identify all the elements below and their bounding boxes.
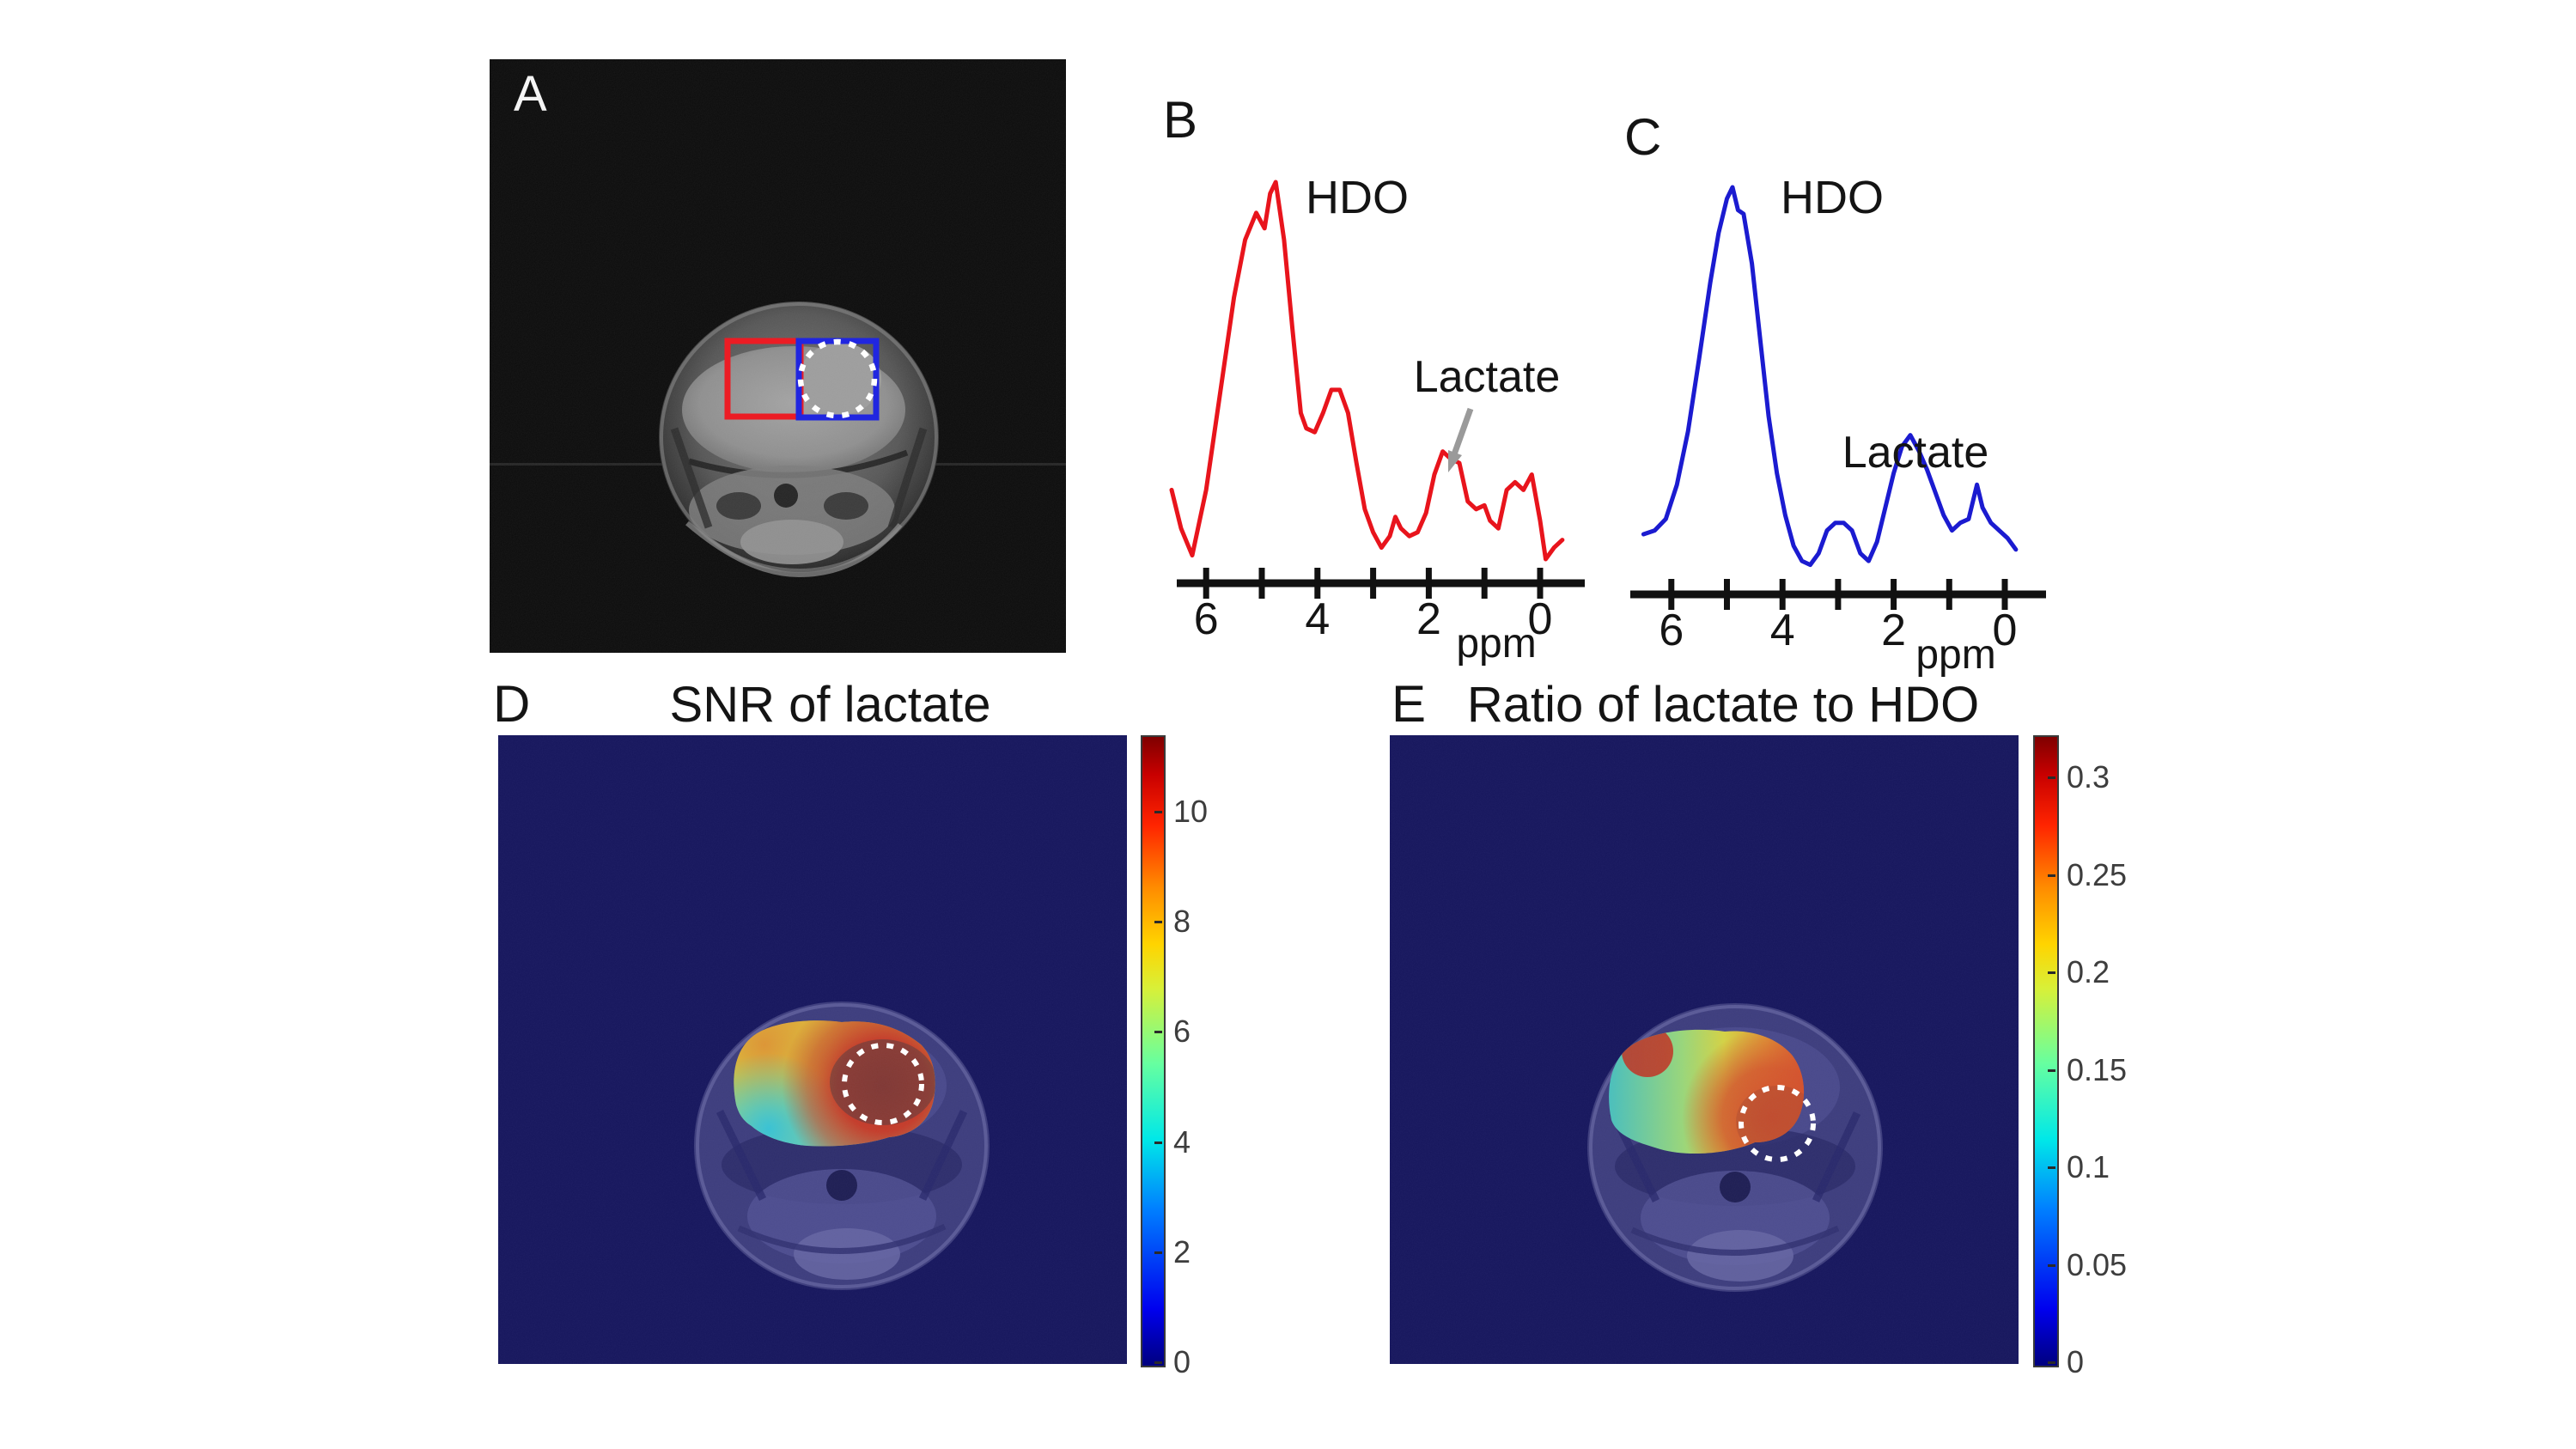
colorbar-tick-label: 0 [1173,1344,1191,1379]
lactate-annotation-c: Lactate [1842,428,1989,478]
x-tick-label: 2 [1881,606,1906,655]
panel-b-spectrum: B 6 4 2 0 ppm HDO Lactate [1163,91,1585,667]
colorbar-ratio [2033,735,2059,1367]
spectrum-c-curve [1641,185,2019,568]
colorbar-tick-label: 0.2 [2067,954,2110,989]
x-tick-label: 4 [1770,606,1795,655]
noise-overlay [490,59,1066,653]
colorbar-tick-label: 0.3 [2067,759,2110,795]
colorbar-tick-mark [2048,776,2055,779]
panel-c-spectrum: C 6 4 2 0 ppm HDO Lactate [1624,108,2046,678]
noise-overlay [498,735,1127,1364]
colorbar-tick-mark [2048,1263,2055,1267]
panel-d-letter: D [493,675,531,733]
tumor-dotted-circle-d [842,1043,924,1125]
x-tick-label: 2 [1416,594,1441,644]
colorbar-tick-mark [1154,1141,1162,1144]
colorbar-tick-label: 10 [1173,794,1209,829]
panel-a-mri-drawing: A [490,59,1066,653]
x-axis-ticks-c [1668,579,2008,610]
spectrum-b-curve [1169,180,1565,562]
colorbar-tick-mark [1154,1361,1162,1364]
colorbar-tick-label: 2 [1173,1233,1191,1269]
tumor-dotted-circle [797,338,878,419]
panel-d-map-image [498,735,1127,1364]
colorbar-tick-mark [2048,1068,2055,1072]
tumor-dotted-circle-e [1739,1085,1816,1162]
panel-d-title: SNR of lactate [669,677,991,733]
x-axis-unit-c: ppm [1915,632,1995,678]
colorbar-tick-label: 4 [1173,1123,1191,1160]
lactate-annotation-b: Lactate [1414,352,1561,402]
colorbar-tick-mark [1154,1031,1162,1034]
colorbar-tick-label: 0.1 [2067,1149,2110,1184]
x-axis-tick-labels-c: 6 4 2 0 [1659,606,2017,655]
colorbar-tick-label: 0 [2067,1344,2085,1379]
panel-a-image: A [490,59,1066,653]
hdo-annotation-b: HDO [1306,172,1409,223]
colorbar-tick-label: 0.05 [2067,1246,2128,1282]
panel-e-title: Ratio of lactate to HDO [1466,677,1980,733]
panel-d-map-drawing [498,735,1127,1364]
colorbar-tick-mark [1154,1251,1162,1254]
panel-c-letter: C [1624,108,1661,166]
colorbar-tick-mark [1154,921,1162,924]
x-tick-label: 6 [1194,594,1219,644]
colorbar-tick-label: 0.25 [2067,856,2128,892]
panel-b-letter: B [1163,91,1197,149]
lactate-arrow [1448,407,1474,472]
x-axis-unit-b: ppm [1456,621,1536,667]
x-tick-label: 0 [1993,606,2018,655]
panel-e-letter: E [1392,675,1427,733]
panel-a-letter: A [514,66,547,122]
noise-overlay [1390,735,2019,1364]
colorbar-tick-mark [2048,971,2055,974]
colorbar-tick-label: 0.15 [2067,1051,2128,1087]
x-axis-tick-labels-b: 6 4 2 0 [1194,594,1553,644]
colorbar-tick-mark [2048,874,2055,877]
x-tick-label: 0 [1528,594,1553,644]
x-axis-ticks-b [1203,568,1544,599]
colorbar-snr [1141,735,1166,1367]
colorbar-tick-label: 8 [1173,904,1191,940]
colorbar-tick-mark [1154,811,1162,813]
panel-e-map-image [1390,735,2019,1364]
hdo-annotation-c: HDO [1781,172,1884,223]
colorbar-tick-mark [2048,1166,2055,1169]
colorbar-tick-mark [2048,1361,2055,1364]
panel-e-map-drawing [1390,735,2019,1364]
colorbar-tick-label: 6 [1173,1014,1191,1050]
x-tick-label: 4 [1305,594,1330,644]
x-tick-label: 6 [1659,606,1684,655]
